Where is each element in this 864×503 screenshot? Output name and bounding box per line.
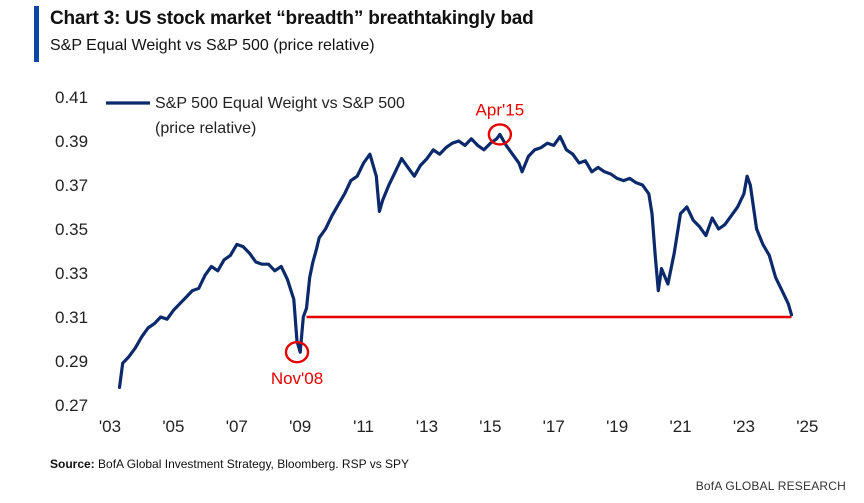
legend: S&P 500 Equal Weight vs S&P 500 (price r… [106, 95, 405, 137]
y-tick-label: 0.27 [55, 396, 88, 415]
chart-title: Chart 3: US stock market “breadth” breat… [50, 8, 534, 29]
x-tick-label: '03 [99, 417, 121, 436]
legend-label-line2: (price relative) [155, 120, 256, 137]
y-tick-label: 0.29 [55, 352, 88, 371]
x-tick-label: '07 [226, 417, 248, 436]
series-line [117, 132, 794, 389]
annotation-circle [487, 123, 513, 146]
source-text: BofA Global Investment Strategy, Bloombe… [94, 457, 410, 471]
annotation-label: Apr'15 [476, 100, 525, 119]
y-tick-label: 0.35 [55, 220, 88, 239]
y-tick-label: 0.31 [55, 308, 88, 327]
y-tick-label: 0.39 [55, 132, 88, 151]
x-tick-label: '25 [796, 417, 818, 436]
brand-label: BofA GLOBAL RESEARCH [695, 479, 846, 493]
chart-subtitle: S&P Equal Weight vs S&P 500 (price relat… [50, 37, 375, 54]
x-tick-label: '17 [543, 417, 565, 436]
source-note: Source: BofA Global Investment Strategy,… [50, 457, 409, 471]
title-accent-bar [34, 6, 39, 62]
y-tick-label: 0.37 [55, 176, 88, 195]
legend-label-line1: S&P 500 Equal Weight vs S&P 500 [155, 95, 405, 112]
x-axis-ticks: '03 '05 '07 '09 '11 '13 '15 '17 '19 '21 '23 '25 [99, 417, 818, 436]
x-tick-label: '19 [606, 417, 628, 436]
series-group [117, 132, 794, 389]
y-axis-ticks: 0.41 0.39 0.37 0.35 0.33 0.31 0.29 0.27 [55, 88, 88, 415]
y-tick-label: 0.41 [55, 88, 88, 107]
x-tick-label: '15 [479, 417, 501, 436]
x-tick-label: '13 [416, 417, 438, 436]
x-tick-label: '09 [289, 417, 311, 436]
x-tick-label: '11 [353, 417, 374, 436]
x-tick-label: '05 [162, 417, 184, 436]
x-tick-label: '21 [669, 417, 691, 436]
annotations: Nov'08 Apr'15 [271, 100, 524, 388]
source-label: Source: [50, 457, 95, 471]
annotation-label: Nov'08 [271, 369, 323, 388]
annotation-circle [284, 341, 310, 364]
y-tick-label: 0.33 [55, 264, 88, 283]
x-tick-label: '23 [733, 417, 755, 436]
